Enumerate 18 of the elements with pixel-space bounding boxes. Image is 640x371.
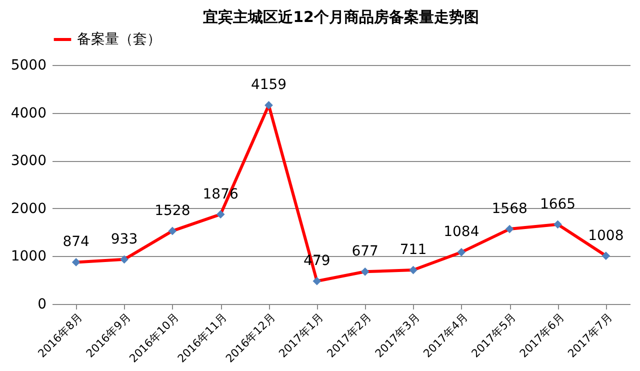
data-label: 1528	[154, 202, 190, 219]
data-label: 1084	[444, 224, 480, 240]
chart-title: 宜宾主城区近12个月商品房备案量走势图	[203, 8, 479, 26]
y-tick-label: 3000	[10, 153, 46, 170]
data-label: 711	[400, 242, 427, 258]
data-label: 1568	[492, 201, 528, 218]
y-tick-label: 5000	[10, 58, 46, 74]
y-tick-label: 2000	[10, 200, 46, 217]
data-label: 1665	[540, 196, 576, 212]
data-label: 677	[352, 244, 378, 260]
y-tick-label: 1000	[10, 248, 46, 265]
data-label: 4159	[250, 77, 287, 94]
legend-label: 备案量（套）	[77, 30, 161, 48]
data-label: 1008	[588, 228, 624, 244]
data-label: 874	[62, 234, 90, 250]
y-tick-label: 4000	[10, 105, 46, 122]
y-tick-label: 0	[38, 296, 46, 312]
data-label: 933	[110, 231, 138, 248]
